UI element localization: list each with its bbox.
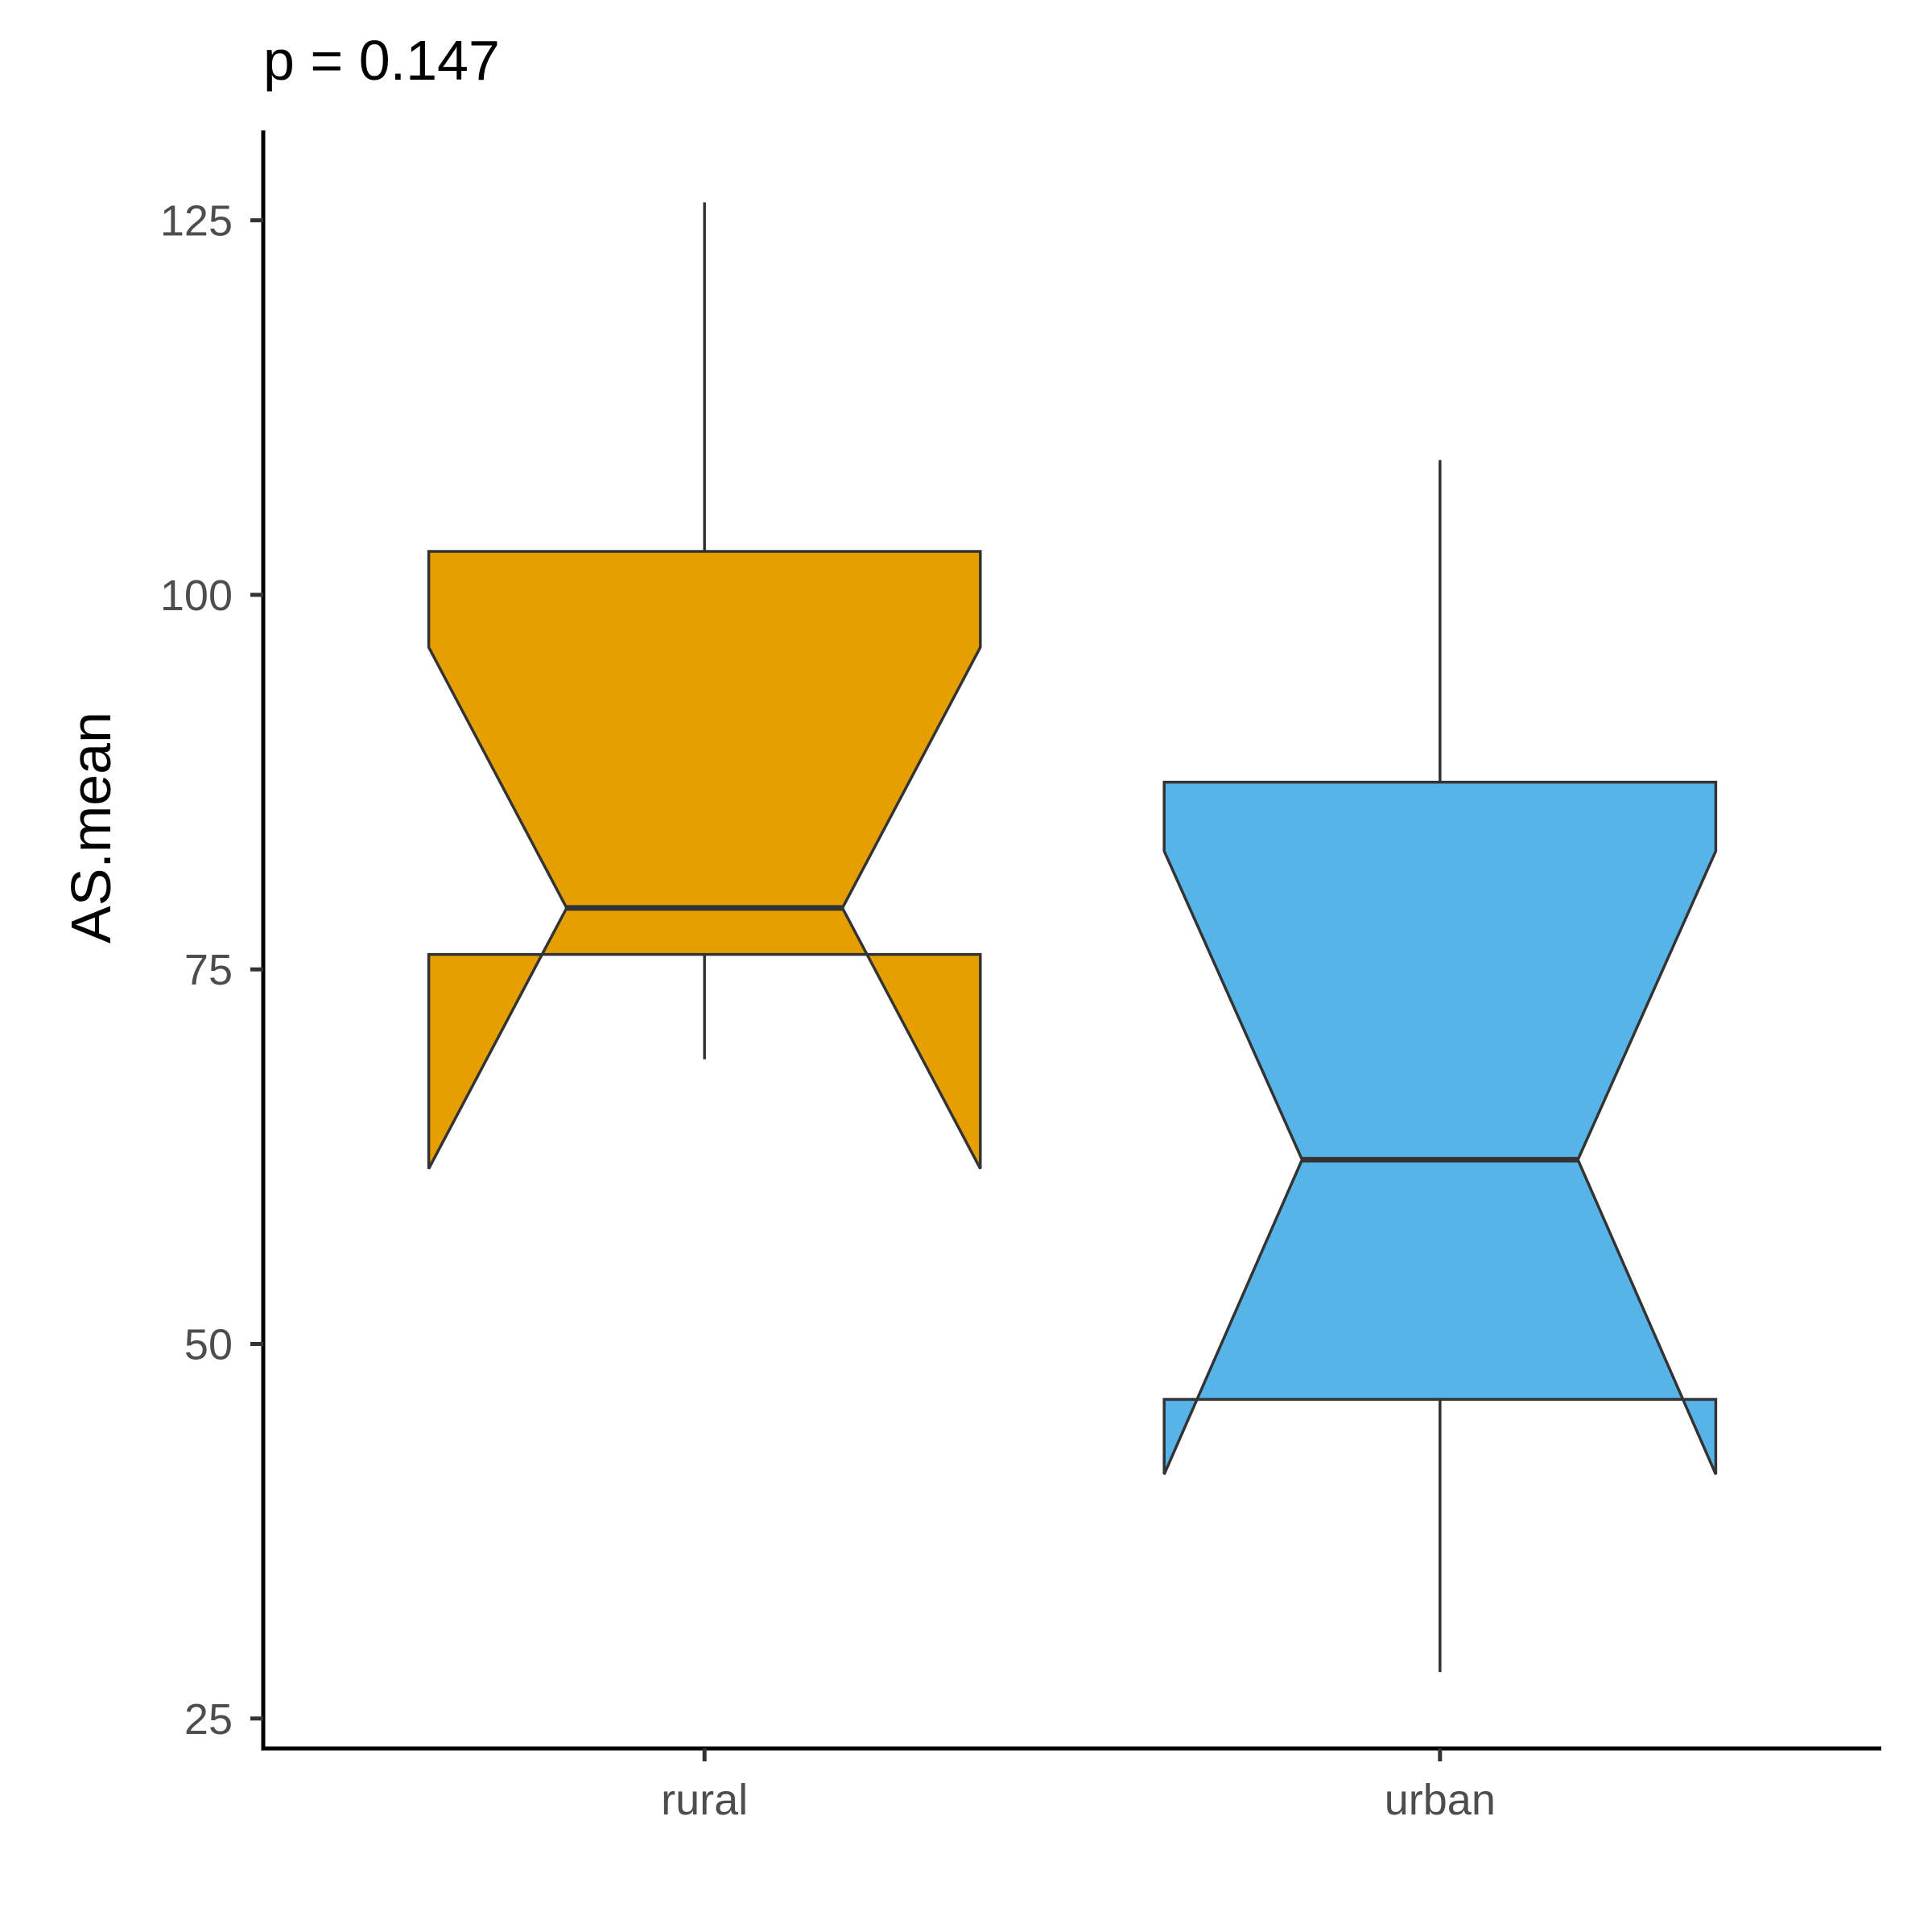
y-tick-label-75: 75	[184, 946, 233, 994]
plot-area	[427, 202, 1718, 1673]
x-axis-ticks: rural urban	[661, 1748, 1496, 1824]
box-rural	[427, 550, 982, 1170]
y-axis-ticks: 25 50 75 100 125	[160, 197, 263, 1744]
box-urban	[1162, 780, 1718, 1476]
x-tick-label-rural: rural	[661, 1776, 748, 1824]
y-tick-label-25: 25	[184, 1695, 233, 1744]
chart-title: p = 0.147	[263, 29, 500, 92]
x-tick-label-urban: urban	[1385, 1776, 1496, 1824]
y-tick-label-125: 125	[160, 197, 233, 246]
y-axis-label: AS.mean	[60, 712, 122, 943]
y-tick-label-100: 100	[160, 572, 233, 620]
y-tick-label-50: 50	[184, 1321, 233, 1369]
